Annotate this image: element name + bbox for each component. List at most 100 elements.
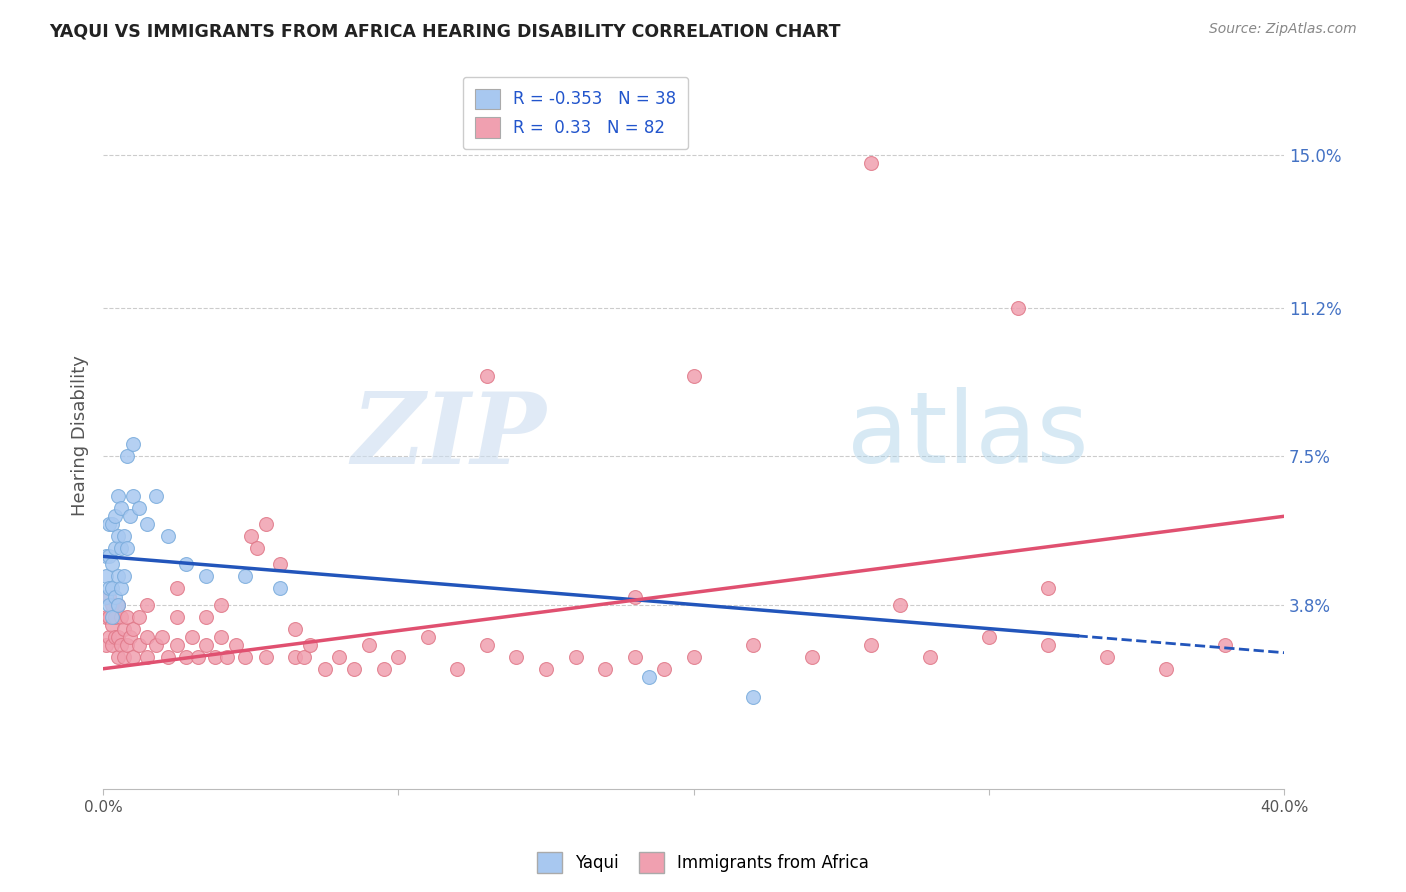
Point bbox=[107, 489, 129, 503]
Legend: R = -0.353   N = 38, R =  0.33   N = 82: R = -0.353 N = 38, R = 0.33 N = 82 bbox=[463, 77, 688, 149]
Point bbox=[98, 549, 121, 564]
Point bbox=[94, 609, 117, 624]
Point bbox=[104, 590, 127, 604]
Point bbox=[204, 649, 226, 664]
Point bbox=[145, 638, 167, 652]
Point bbox=[128, 609, 150, 624]
Point bbox=[115, 609, 138, 624]
Point bbox=[112, 622, 135, 636]
Point bbox=[94, 590, 117, 604]
Point bbox=[233, 649, 256, 664]
Point bbox=[166, 582, 188, 596]
Point bbox=[115, 449, 138, 463]
Point bbox=[859, 156, 882, 170]
Legend: Yaqui, Immigrants from Africa: Yaqui, Immigrants from Africa bbox=[530, 846, 876, 880]
Point bbox=[101, 638, 124, 652]
Point bbox=[98, 590, 121, 604]
Point bbox=[564, 649, 586, 664]
Point bbox=[110, 541, 132, 556]
Point bbox=[638, 670, 661, 684]
Text: YAQUI VS IMMIGRANTS FROM AFRICA HEARING DISABILITY CORRELATION CHART: YAQUI VS IMMIGRANTS FROM AFRICA HEARING … bbox=[49, 22, 841, 40]
Point bbox=[889, 598, 911, 612]
Point bbox=[150, 630, 173, 644]
Point bbox=[110, 638, 132, 652]
Point bbox=[800, 649, 823, 664]
Point bbox=[157, 529, 180, 543]
Point bbox=[174, 649, 197, 664]
Point bbox=[1095, 649, 1118, 664]
Point bbox=[157, 649, 180, 664]
Point bbox=[187, 649, 209, 664]
Point bbox=[107, 598, 129, 612]
Point bbox=[859, 638, 882, 652]
Point bbox=[101, 517, 124, 532]
Point bbox=[1154, 662, 1177, 676]
Point bbox=[107, 529, 129, 543]
Point bbox=[741, 690, 763, 704]
Point bbox=[233, 569, 256, 583]
Point bbox=[284, 649, 307, 664]
Point bbox=[121, 622, 143, 636]
Point bbox=[166, 638, 188, 652]
Point bbox=[209, 598, 232, 612]
Point bbox=[682, 649, 704, 664]
Point bbox=[94, 569, 117, 583]
Point bbox=[118, 630, 141, 644]
Point bbox=[98, 582, 121, 596]
Point bbox=[136, 649, 159, 664]
Point bbox=[195, 569, 218, 583]
Point bbox=[115, 638, 138, 652]
Point bbox=[110, 609, 132, 624]
Y-axis label: Hearing Disability: Hearing Disability bbox=[72, 356, 89, 516]
Point bbox=[94, 549, 117, 564]
Point bbox=[682, 368, 704, 383]
Point bbox=[416, 630, 439, 644]
Point bbox=[166, 609, 188, 624]
Point bbox=[104, 609, 127, 624]
Point bbox=[1036, 638, 1059, 652]
Point bbox=[121, 489, 143, 503]
Point bbox=[292, 649, 315, 664]
Point bbox=[107, 649, 129, 664]
Point bbox=[623, 590, 645, 604]
Point bbox=[343, 662, 366, 676]
Point bbox=[269, 582, 291, 596]
Point bbox=[269, 558, 291, 572]
Text: ZIP: ZIP bbox=[352, 388, 546, 484]
Point bbox=[918, 649, 941, 664]
Point bbox=[195, 609, 218, 624]
Point bbox=[209, 630, 232, 644]
Point bbox=[136, 517, 159, 532]
Point bbox=[104, 630, 127, 644]
Point bbox=[110, 501, 132, 516]
Point bbox=[1036, 582, 1059, 596]
Point bbox=[128, 638, 150, 652]
Point bbox=[107, 569, 129, 583]
Point bbox=[239, 529, 262, 543]
Point bbox=[98, 598, 121, 612]
Point bbox=[217, 649, 239, 664]
Point bbox=[180, 630, 202, 644]
Point bbox=[195, 638, 218, 652]
Point bbox=[475, 368, 498, 383]
Point bbox=[977, 630, 1000, 644]
Point bbox=[98, 517, 121, 532]
Point bbox=[121, 649, 143, 664]
Point bbox=[107, 630, 129, 644]
Point bbox=[112, 569, 135, 583]
Point bbox=[328, 649, 350, 664]
Point bbox=[593, 662, 616, 676]
Point bbox=[104, 541, 127, 556]
Point bbox=[118, 509, 141, 524]
Point bbox=[121, 437, 143, 451]
Point bbox=[1007, 301, 1029, 315]
Point bbox=[505, 649, 527, 664]
Point bbox=[534, 662, 557, 676]
Point bbox=[98, 609, 121, 624]
Point bbox=[104, 509, 127, 524]
Point bbox=[101, 598, 124, 612]
Point bbox=[112, 529, 135, 543]
Point bbox=[136, 630, 159, 644]
Point bbox=[446, 662, 468, 676]
Point bbox=[101, 558, 124, 572]
